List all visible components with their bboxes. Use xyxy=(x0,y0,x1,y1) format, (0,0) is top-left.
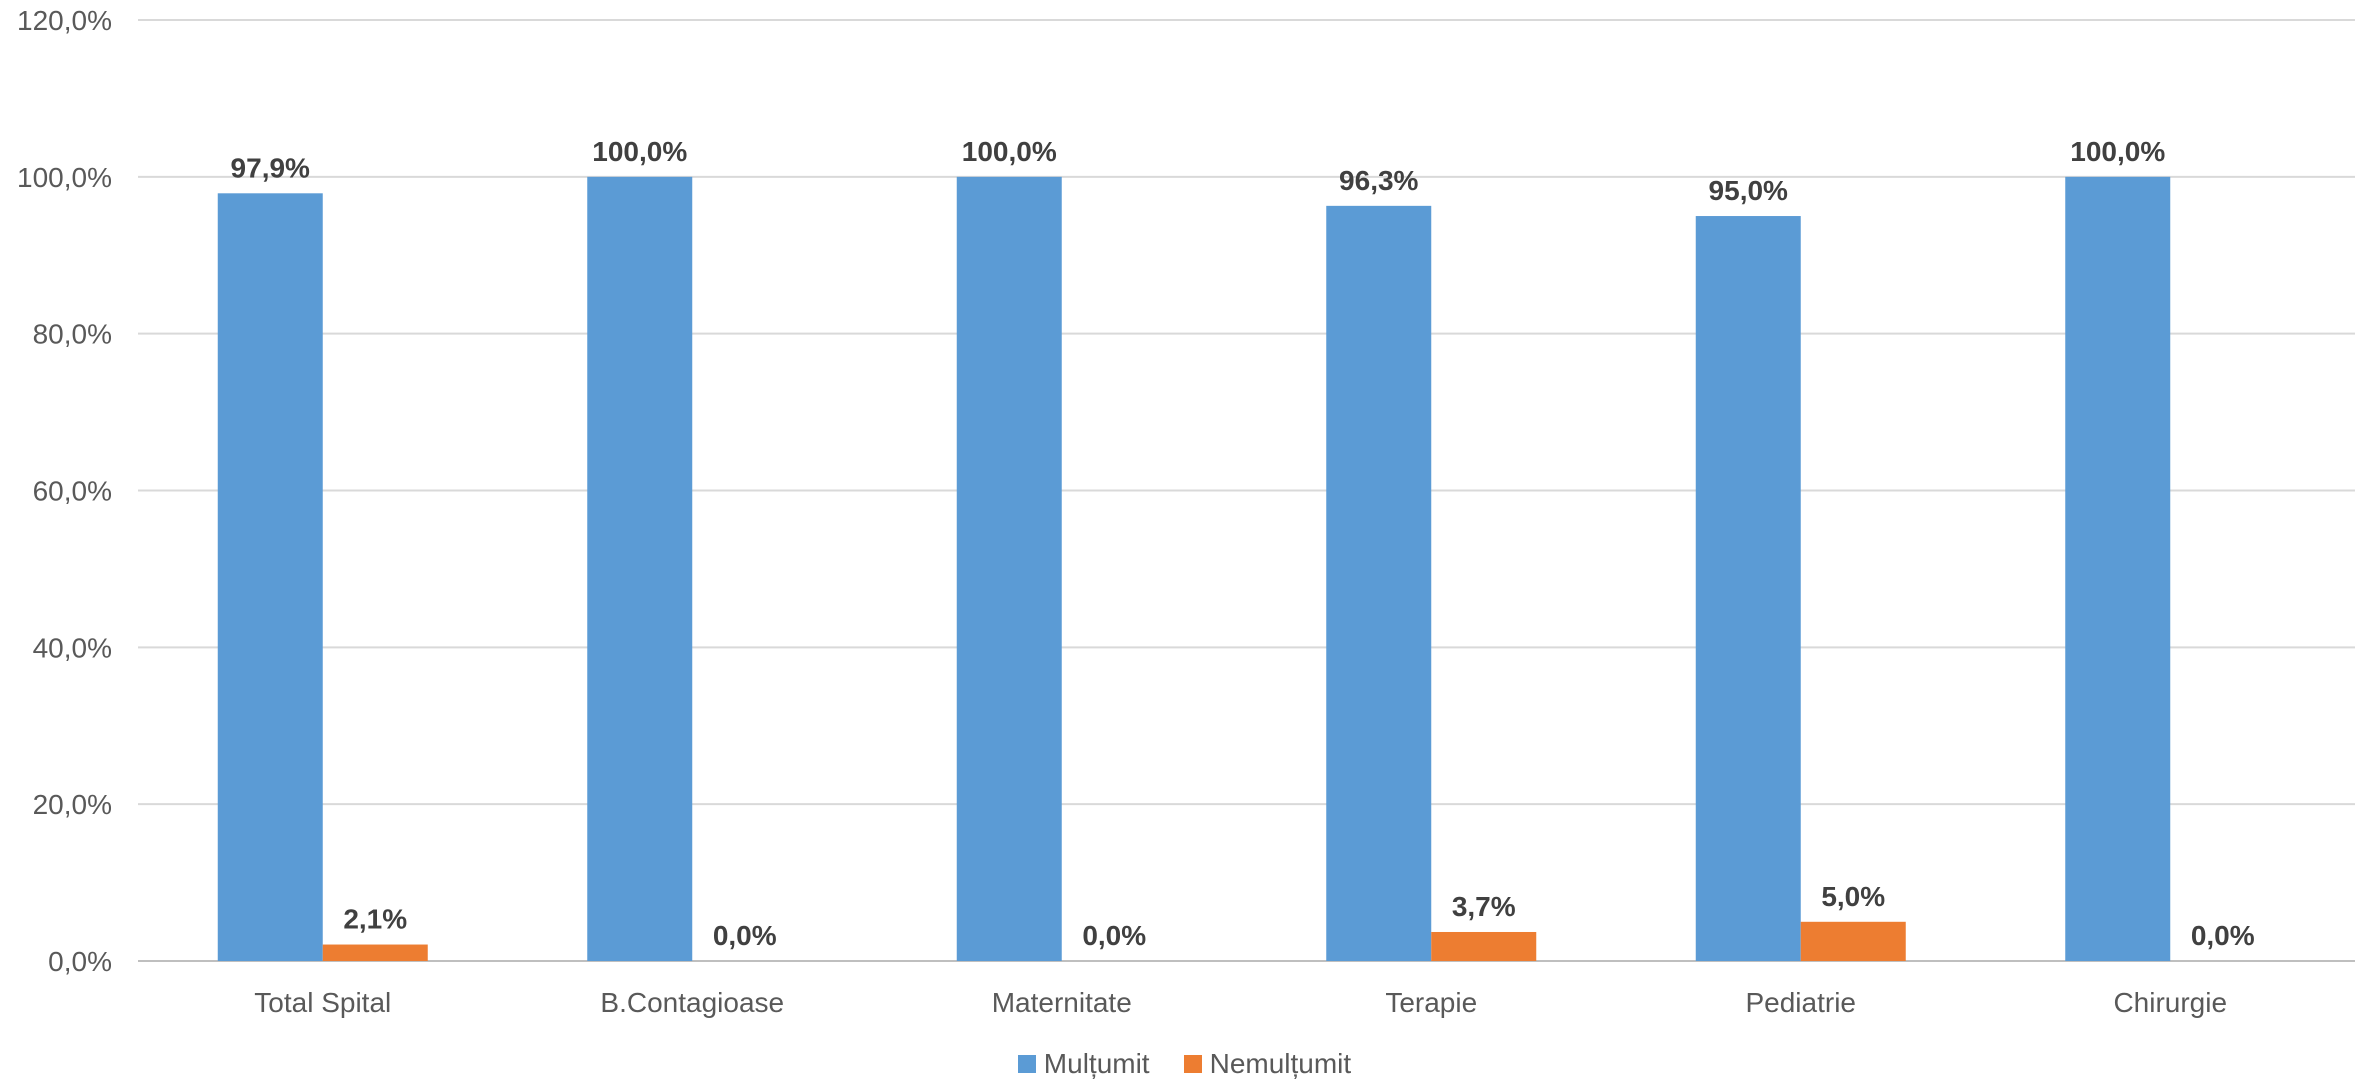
data-label: 100,0% xyxy=(592,136,687,167)
legend: Mulțumit Nemulțumit xyxy=(0,1048,2369,1080)
bar-nemultumit xyxy=(1431,931,1537,961)
bar-nemultumit xyxy=(1800,921,1906,961)
x-tick-label: B.Contagioase xyxy=(600,987,784,1018)
y-tick-label: 100,0% xyxy=(17,162,112,193)
bar-multumit xyxy=(1326,205,1432,961)
bar-multumit xyxy=(217,193,323,961)
legend-label-series-1: Mulțumit xyxy=(1043,1048,1150,1079)
data-label: 0,0% xyxy=(2191,920,2255,951)
y-tick-label: 60,0% xyxy=(33,476,112,507)
data-label: 2,1% xyxy=(343,904,407,935)
data-labels: 97,9% 2,1% 100,0% 0,0% 100,0% 0,0% 96,3% 3,7% 95… xyxy=(231,136,2255,951)
legend-item-series-1: Mulțumit xyxy=(1017,1048,1150,1080)
bar-nemultumit xyxy=(322,944,428,961)
legend-item-series-2: Nemulțumit xyxy=(1183,1048,1352,1080)
legend-label-series-2: Nemulțumit xyxy=(1209,1048,1352,1079)
bar-multumit xyxy=(1695,216,1801,961)
data-label: 0,0% xyxy=(713,920,777,951)
y-tick-label: 80,0% xyxy=(33,319,112,350)
x-tick-label: Pediatrie xyxy=(1745,987,1856,1018)
data-label: 0,0% xyxy=(1082,920,1146,951)
y-axis: 0,0% 20,0% 40,0% 60,0% 80,0% 100,0% 120,0% xyxy=(17,5,112,977)
data-label: 3,7% xyxy=(1452,891,1516,922)
legend-swatch-series-2 xyxy=(1183,1055,1202,1073)
data-label: 96,3% xyxy=(1339,165,1418,196)
data-label: 97,9% xyxy=(231,152,310,183)
x-tick-label: Maternitate xyxy=(992,987,1132,1018)
x-tick-label: Terapie xyxy=(1385,987,1477,1018)
bar-multumit xyxy=(2065,176,2171,962)
gridlines xyxy=(138,19,2355,962)
y-tick-label: 40,0% xyxy=(33,632,112,663)
bar-multumit xyxy=(956,176,1062,962)
data-label: 100,0% xyxy=(2070,136,2165,167)
data-label: 100,0% xyxy=(962,136,1057,167)
bar-multumit xyxy=(587,176,693,962)
bars xyxy=(217,176,2171,962)
bar-chart: 0,0% 20,0% 40,0% 60,0% 80,0% 100,0% 120,0% 97,… xyxy=(17,5,2355,1018)
x-tick-label: Chirurgie xyxy=(2113,987,2227,1018)
legend-swatch-series-1 xyxy=(1017,1055,1036,1073)
y-tick-label: 120,0% xyxy=(17,5,112,36)
x-axis: Total Spital B.Contagioase Maternitate Tera… xyxy=(254,987,2227,1018)
data-label: 5,0% xyxy=(1821,881,1885,912)
x-tick-label: Total Spital xyxy=(254,987,391,1018)
data-label: 95,0% xyxy=(1709,175,1788,206)
y-tick-label: 20,0% xyxy=(33,789,112,820)
y-tick-label: 0,0% xyxy=(48,946,112,977)
